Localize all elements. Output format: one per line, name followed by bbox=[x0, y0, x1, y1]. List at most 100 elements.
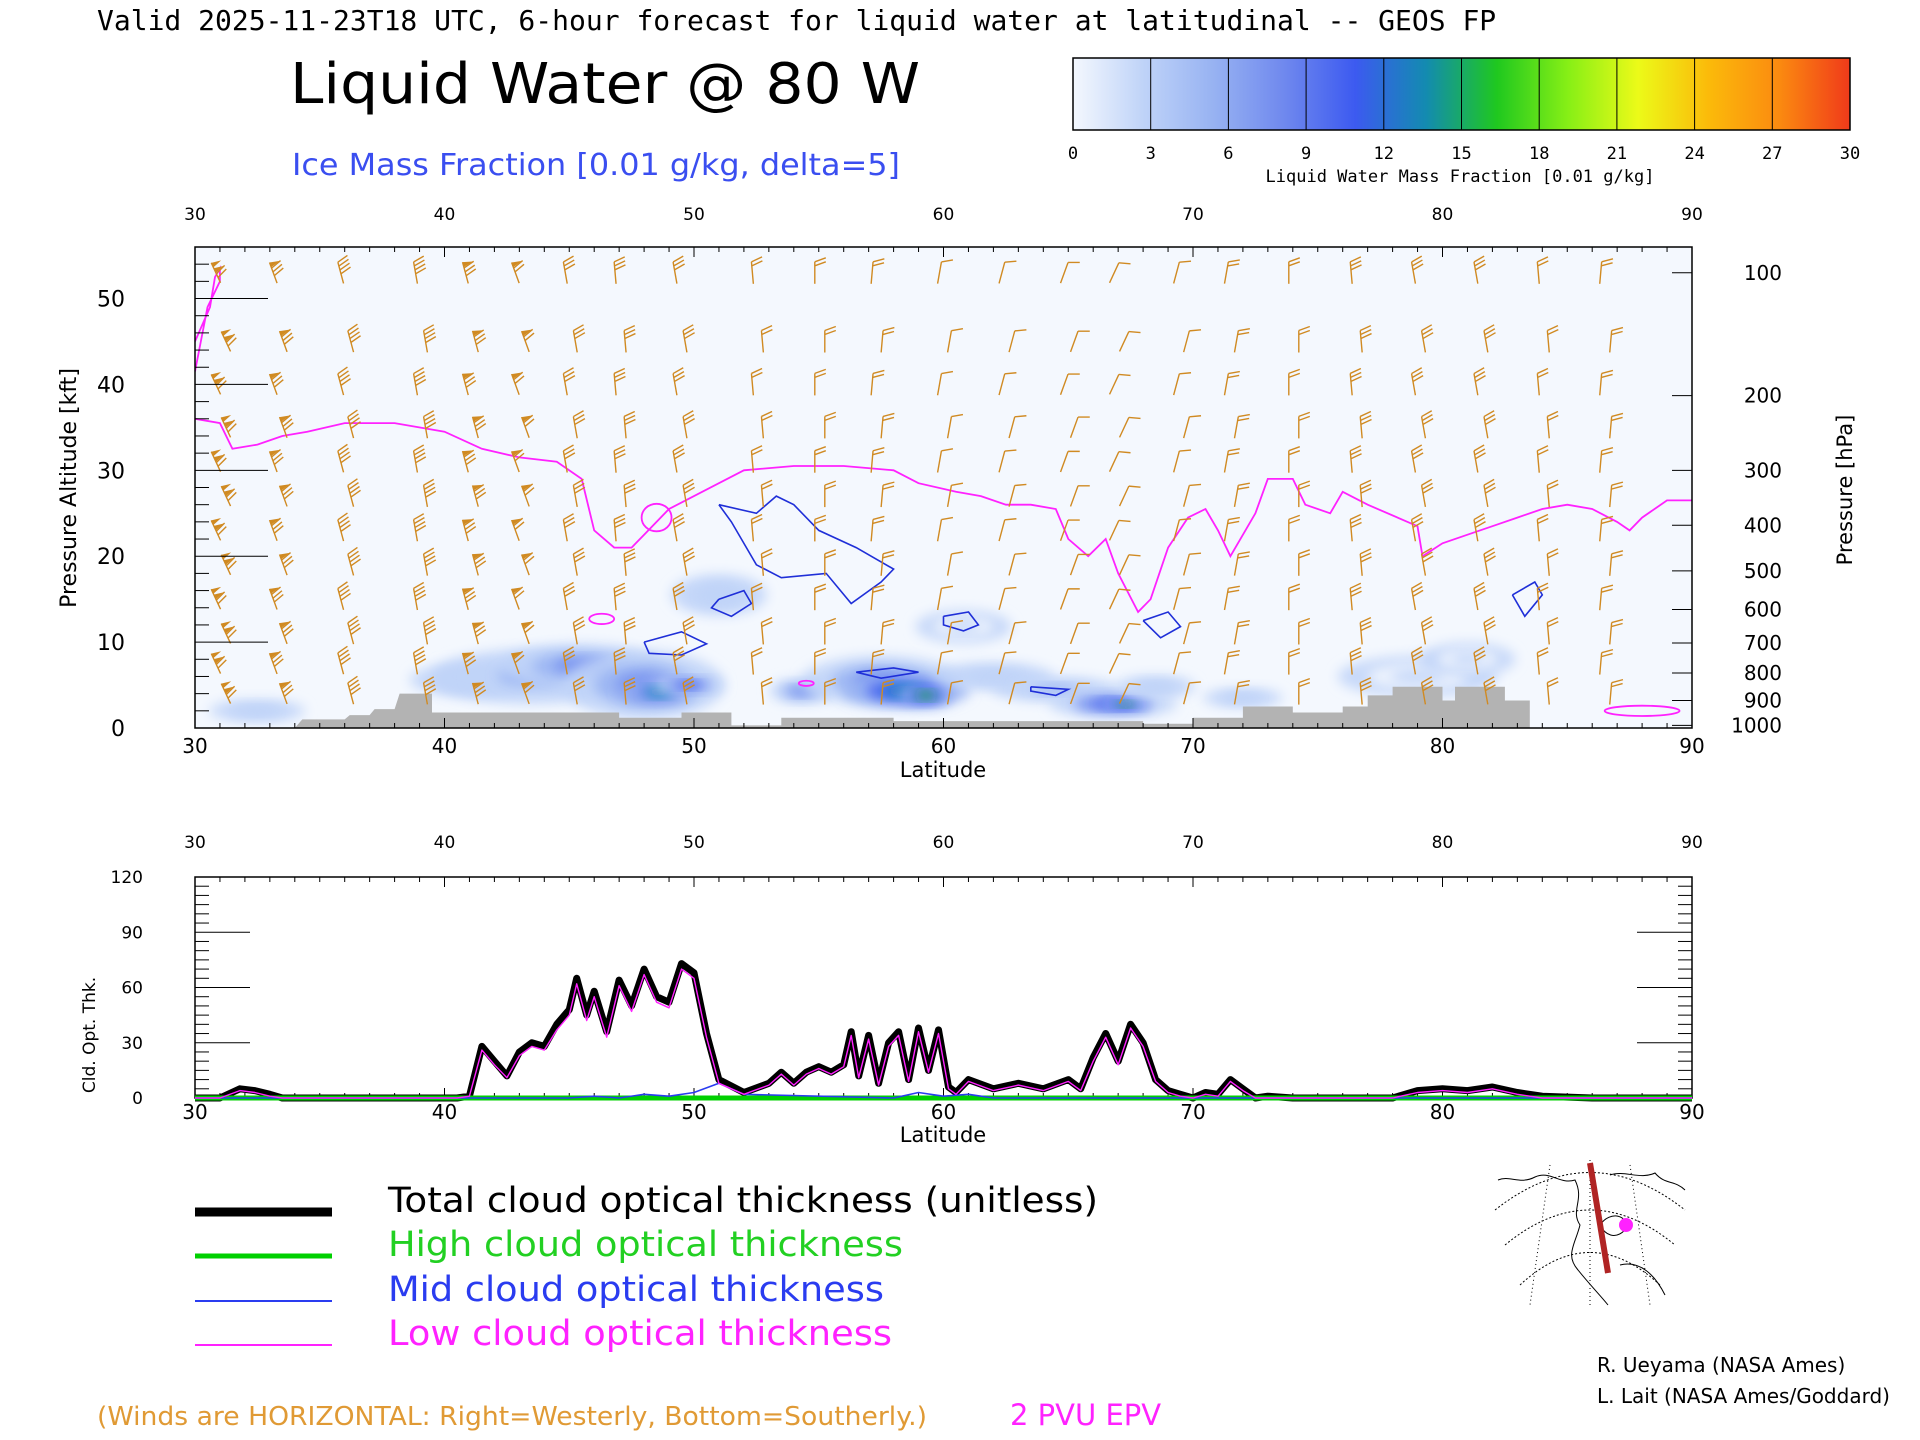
wind-barb bbox=[946, 619, 964, 645]
wind-barb bbox=[520, 552, 535, 576]
wind-barb bbox=[510, 371, 525, 395]
wind-barbs bbox=[210, 254, 1624, 705]
wind-barb bbox=[562, 581, 576, 611]
valid-line: Valid 2025-11-23T18 UTC, 6-hour forecast… bbox=[97, 4, 1496, 37]
cross-section-axes: 3030404050506060707080809090010203040501… bbox=[97, 205, 1782, 758]
wind-barb bbox=[1420, 616, 1434, 645]
wind-barb bbox=[623, 479, 636, 508]
x-tick-label: 70 bbox=[1180, 734, 1205, 758]
wind-barb bbox=[337, 366, 351, 396]
wind-barb bbox=[936, 259, 954, 284]
wind-barb bbox=[1473, 367, 1486, 396]
series-line-total bbox=[195, 960, 1692, 1102]
od-x-tick-label-top: 90 bbox=[1681, 833, 1703, 853]
wind-barb bbox=[471, 681, 487, 705]
wind-barb bbox=[880, 550, 895, 576]
wind-barb bbox=[1349, 256, 1362, 284]
wind-barb bbox=[1059, 519, 1080, 541]
ice-contour bbox=[1511, 580, 1544, 618]
wind-barb bbox=[814, 257, 827, 284]
wind-barb bbox=[1118, 416, 1141, 438]
wind-barb bbox=[1298, 677, 1311, 705]
wind-barb bbox=[1410, 646, 1424, 675]
wind-barb bbox=[682, 324, 695, 353]
optical-thickness-axes: 30 30 40 40 50 50 60 60 70 70 80 80 90 90 0 30 60 90 120 bbox=[111, 833, 1705, 1124]
winds-note: (Winds are HORIZONTAL: Right=Westerly, B… bbox=[97, 1402, 927, 1432]
wind-barb bbox=[1536, 367, 1549, 396]
wind-barb bbox=[814, 583, 827, 611]
pv-contour-loop bbox=[1603, 704, 1681, 717]
wind-barb bbox=[1233, 619, 1250, 645]
wind-barb bbox=[422, 547, 437, 576]
x-tick-label-top: 50 bbox=[683, 205, 705, 225]
wind-barb bbox=[814, 514, 827, 542]
wind-barb bbox=[623, 677, 636, 705]
wind-barb bbox=[1059, 588, 1080, 610]
wind-barb bbox=[1298, 617, 1311, 645]
wind-barb bbox=[1298, 480, 1311, 508]
wind-barb bbox=[278, 620, 294, 645]
pv-label: 2 PVU EPV bbox=[1010, 1398, 1161, 1432]
wind-barb bbox=[1008, 681, 1027, 705]
wind-barb bbox=[1182, 483, 1202, 507]
od-x-tick-label: 50 bbox=[681, 1100, 706, 1124]
od-y-tick-label: 120 bbox=[111, 868, 143, 888]
od-x-tick-label-top: 50 bbox=[683, 833, 705, 853]
pressure-tick-label: 400 bbox=[1744, 513, 1782, 537]
wind-barb bbox=[1182, 415, 1202, 439]
liquid-water-cell bbox=[1390, 669, 1445, 684]
wind-barb bbox=[562, 513, 576, 542]
wind-barb bbox=[347, 615, 361, 645]
wind-barb bbox=[278, 414, 294, 438]
wind-barb bbox=[1546, 410, 1559, 439]
pv-contour-loop bbox=[640, 502, 673, 533]
wind-barb bbox=[1233, 482, 1250, 508]
ice-contour bbox=[718, 495, 895, 605]
od-x-tick-label: 30 bbox=[182, 1100, 207, 1124]
wind-barb bbox=[1420, 547, 1434, 576]
wind-barb bbox=[1182, 552, 1202, 576]
od-y-tick-label: 60 bbox=[121, 979, 143, 999]
wind-barb bbox=[623, 616, 636, 645]
y-tick-label: 20 bbox=[97, 545, 125, 570]
wind-barb bbox=[1233, 680, 1250, 705]
wind-barb bbox=[347, 323, 361, 353]
wind-barb bbox=[1599, 648, 1614, 675]
y-tick-label: 30 bbox=[97, 459, 125, 484]
colorbar-tick-label: 6 bbox=[1223, 144, 1233, 164]
wind-barb bbox=[1599, 447, 1614, 473]
wind-barb bbox=[412, 513, 427, 542]
wind-barb bbox=[1008, 621, 1027, 645]
ice-subtitle: Ice Mass Fraction [0.01 g/kg, delta=5] bbox=[292, 148, 900, 183]
x-tick-label: 50 bbox=[681, 734, 706, 758]
wind-barb bbox=[1359, 548, 1372, 576]
wind-barb bbox=[278, 680, 294, 705]
colorbar-tick-label: 18 bbox=[1529, 144, 1549, 164]
wind-barb bbox=[998, 586, 1017, 611]
wind-barb bbox=[1349, 445, 1362, 473]
wind-barb bbox=[1069, 330, 1090, 353]
wind-barb bbox=[760, 324, 773, 353]
wind-barb bbox=[210, 449, 227, 472]
wind-barb bbox=[672, 581, 685, 611]
terrain-profile bbox=[195, 686, 1692, 728]
colorbar-tick-label: 27 bbox=[1762, 144, 1782, 164]
wind-barb bbox=[623, 548, 636, 576]
wind-barb bbox=[1172, 260, 1192, 284]
wind-barb bbox=[562, 646, 576, 675]
pressure-tick-label: 200 bbox=[1744, 384, 1782, 408]
wind-barb bbox=[268, 448, 284, 473]
x-tick-label: 80 bbox=[1430, 734, 1455, 758]
wind-barb bbox=[1233, 413, 1250, 439]
liquid-water-cell bbox=[702, 587, 736, 602]
wind-barb bbox=[1359, 410, 1372, 439]
wind-barb bbox=[760, 410, 773, 439]
ice-contour bbox=[942, 611, 980, 632]
wind-barb bbox=[814, 446, 827, 473]
wind-barb bbox=[268, 517, 284, 541]
wind-barb bbox=[278, 483, 294, 507]
y-tick-label: 10 bbox=[97, 631, 125, 656]
wind-barb bbox=[220, 329, 237, 352]
wind-barb bbox=[1233, 327, 1250, 353]
